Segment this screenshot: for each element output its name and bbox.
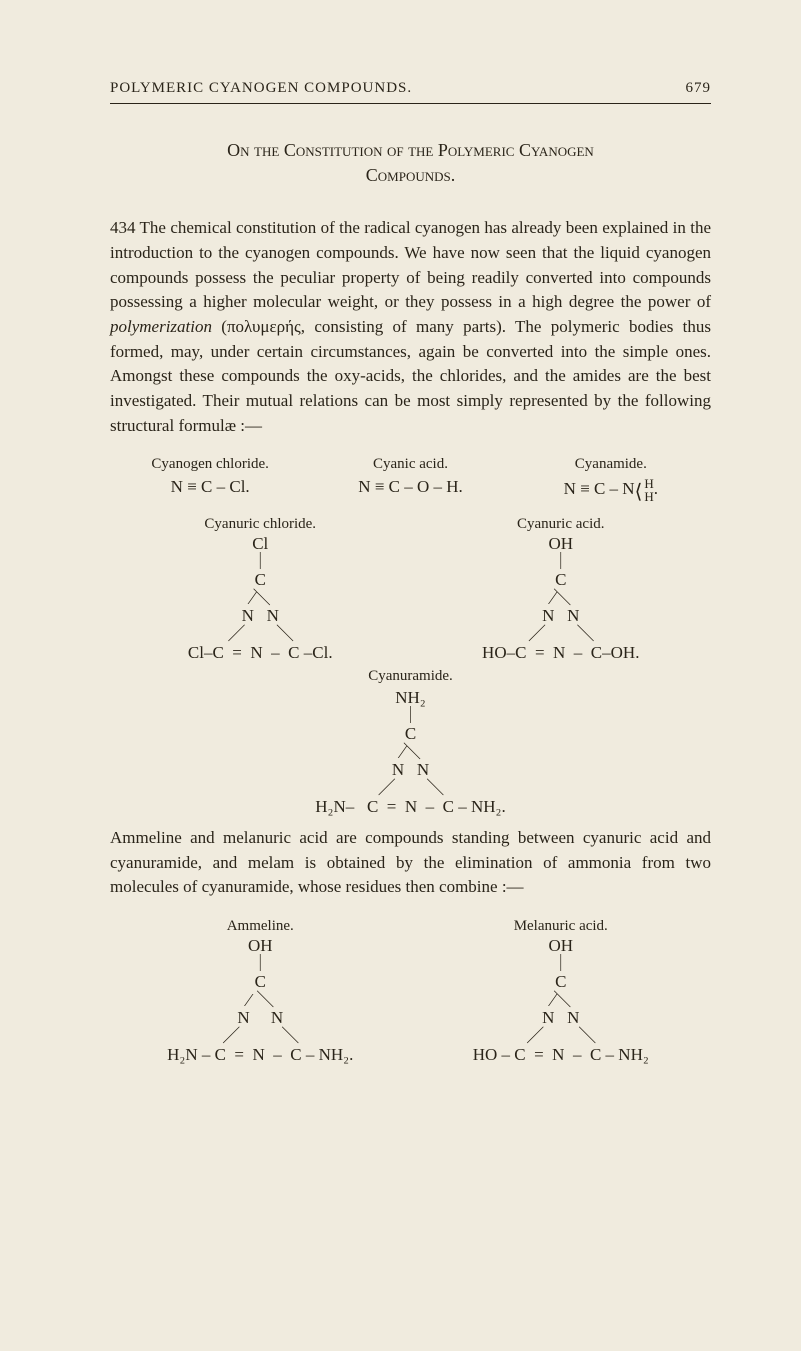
s2r6: ／ ＼ [526, 1026, 595, 1046]
running-head: POLYMERIC CYANOGEN COMPOUNDS. 679 [110, 80, 711, 104]
page-number: 679 [686, 80, 712, 97]
sl1: Cl [252, 534, 268, 553]
sr5: N N [542, 606, 579, 625]
angle-bracket-icon: ⟨ [635, 481, 643, 503]
struct-melanuric-block: OH ｜ C ⁄＼ N N ／ ＼ HO – C = N – C – NH₂ [473, 937, 649, 1064]
head-cyanogen-chloride: Cyanogen chloride. [110, 456, 310, 473]
sl2: ｜ [252, 552, 269, 571]
page: POLYMERIC CYANOGEN COMPOUNDS. 679 On the… [0, 0, 801, 1351]
section-title-line1: On the Constitution of the Polymeric Cya… [227, 140, 594, 160]
cyanamide-h-bot: H [644, 490, 653, 503]
section-title-line2: Compounds. [366, 165, 455, 185]
sl3: C [255, 570, 266, 589]
section-title: On the Constitution of the Polymeric Cya… [110, 138, 711, 188]
sc1: NH₂ [395, 688, 425, 707]
sc5: N N [392, 760, 429, 779]
sl5: N N [242, 606, 279, 625]
sl4: ⁄＼ [251, 588, 270, 608]
sc6: ／ ＼ [378, 778, 444, 798]
compound-heads-row: Cyanogen chloride. Cyanic acid. Cyanamid… [110, 456, 711, 473]
struct-pair-bodies: Cl ｜ C ⁄＼ N N ／ ＼ Cl–C = N – C –Cl. OH ｜… [110, 533, 711, 662]
head-melanuric-acid: Melanuric acid. [411, 918, 712, 935]
head-cyanuric-acid: Cyanuric acid. [411, 516, 712, 533]
s2l3: C [255, 972, 266, 991]
s2r7: HO – C = N – C – NH₂ [473, 1045, 649, 1064]
formula-cyanamide-prefix: N ≡ C – N [564, 479, 635, 498]
formula-cyanic-acid: N ≡ C – O – H. [310, 477, 510, 504]
paragraph-ammeline: Ammeline and melanuric acid are compound… [110, 826, 711, 900]
sc3: C [405, 724, 416, 743]
sr2: ｜ [552, 552, 569, 571]
struct-cyanuramide-wrap: Cyanuramide. NH₂ ｜ C ⁄＼ N N ／ ＼ H₂N– C =… [110, 668, 711, 816]
s2l6: ／ ＼ [222, 1026, 298, 1046]
struct-pair2-heads: Ammeline. Melanuric acid. [110, 918, 711, 935]
head-cyanuric-chloride: Cyanuric chloride. [110, 516, 411, 533]
s2r1: OH [548, 936, 573, 955]
formula-cyanogen-chloride: N ≡ C – Cl. [110, 477, 310, 504]
sl6: ／ ＼ [227, 624, 293, 644]
struct-pair2-bodies: OH ｜ C ⁄ ＼ N N ／ ＼ H₂N – C = N – C – NH₂… [110, 935, 711, 1064]
s2l4: ⁄ ＼ [247, 990, 273, 1010]
formula-cyanamide: N ≡ C – N⟨HH. [511, 477, 711, 504]
s2r4: ⁄＼ [551, 990, 570, 1010]
running-title: POLYMERIC CYANOGEN COMPOUNDS. [110, 80, 412, 97]
sr4: ⁄＼ [551, 588, 570, 608]
para1-text-a: The chemical constitution of the radical… [110, 218, 711, 311]
sl7: Cl–C = N – C –Cl. [188, 643, 333, 662]
struct-melanuric-acid: OH ｜ C ⁄＼ N N ／ ＼ HO – C = N – C – NH₂ [411, 935, 712, 1064]
head-cyanic-acid: Cyanic acid. [310, 456, 510, 473]
formula-cyanamide-hh: HH [644, 477, 653, 503]
struct-cyanuric-chloride: Cl ｜ C ⁄＼ N N ／ ＼ Cl–C = N – C –Cl. [110, 533, 411, 662]
s2l7: H₂N – C = N – C – NH₂. [167, 1045, 353, 1064]
sc4: ⁄＼ [401, 742, 420, 762]
struct-cyanuric-acid-block: OH ｜ C ⁄＼ N N ／ ＼ HO–C = N – C–OH. [482, 535, 639, 662]
struct-cyanuramide-block: NH₂ ｜ C ⁄＼ N N ／ ＼ H₂N– C = N – C – NH₂. [315, 689, 506, 816]
struct-pair-heads: Cyanuric chloride. Cyanuric acid. [110, 516, 711, 533]
sr7: HO–C = N – C–OH. [482, 643, 639, 662]
compound-formula-row: N ≡ C – Cl. N ≡ C – O – H. N ≡ C – N⟨HH. [110, 477, 711, 504]
head-ammeline: Ammeline. [110, 918, 411, 935]
s2l2: ｜ [252, 954, 269, 973]
struct-cyanuric-chloride-block: Cl ｜ C ⁄＼ N N ／ ＼ Cl–C = N – C –Cl. [188, 535, 333, 662]
sr3: C [555, 570, 566, 589]
struct-cyanuric-acid: OH ｜ C ⁄＼ N N ／ ＼ HO–C = N – C–OH. [411, 533, 712, 662]
para1-italic: polymerization [110, 317, 212, 336]
struct-ammeline: OH ｜ C ⁄ ＼ N N ／ ＼ H₂N – C = N – C – NH₂… [110, 935, 411, 1064]
struct-ammeline-block: OH ｜ C ⁄ ＼ N N ／ ＼ H₂N – C = N – C – NH₂… [167, 937, 353, 1064]
s2r2: ｜ [552, 954, 569, 973]
sc7: H₂N– C = N – C – NH₂. [315, 797, 506, 816]
s2r5: N N [542, 1008, 579, 1027]
s2r3: C [555, 972, 566, 991]
caption-cyanuramide: Cyanuramide. [368, 668, 453, 685]
s2l5: N N [237, 1008, 283, 1027]
head-cyanamide: Cyanamide. [511, 456, 711, 473]
paragraph-434: 434 The chemical constitution of the rad… [110, 216, 711, 438]
sr6: ／ ＼ [528, 624, 594, 644]
sr1: OH [548, 534, 573, 553]
s2l1: OH [248, 936, 273, 955]
sc2: ｜ [402, 706, 419, 725]
paragraph-number: 434 [110, 218, 136, 237]
para1-greek: (πολυμερής, [212, 317, 314, 336]
